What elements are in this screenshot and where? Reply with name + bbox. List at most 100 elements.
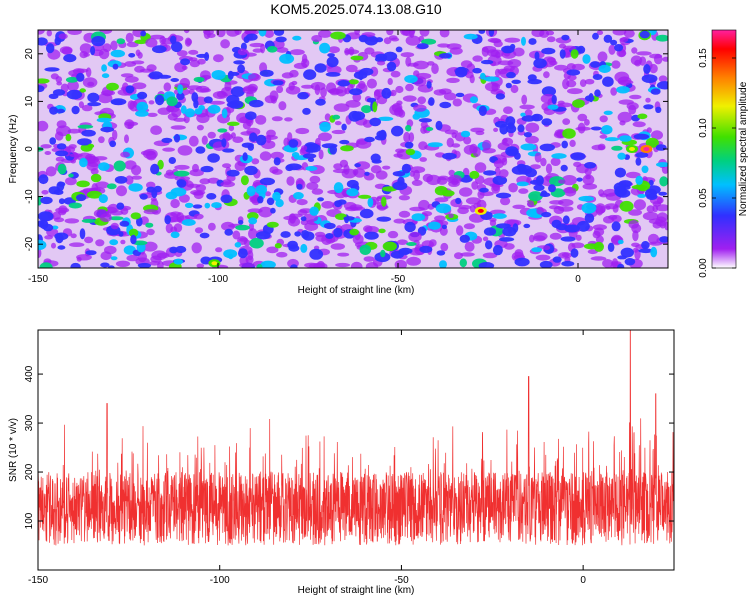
heatmap-blob [228,125,235,132]
heatmap-blob [269,90,279,101]
heatmap-blob [649,53,663,59]
heatmap-blob [118,231,124,237]
heatmap-blob [257,196,264,204]
heatmap-blob [435,120,443,131]
heatmap-blob [377,116,394,122]
heatmap-blob [70,262,81,268]
colorbar-frame [711,29,737,269]
heatmap-blob [439,30,450,38]
heatmap-blob [511,79,521,85]
heatmap-blob [350,261,363,268]
heatmap-blob [162,147,176,152]
y-tick-label: 200 [24,463,35,480]
heatmap-blob [65,133,72,142]
heatmap-blob [150,197,157,202]
heatmap-blob [492,175,508,185]
heatmap-blob [539,30,550,38]
heatmap-blob [449,47,463,55]
heatmap-blob [58,205,68,214]
heatmap-blob [275,199,284,208]
heatmap-blob [497,68,508,75]
heatmap-blob [95,239,105,247]
heatmap-blob [91,36,106,47]
heatmap-blob [51,242,56,249]
heatmap-blob [418,199,430,211]
heatmap-blob [230,86,245,97]
heatmap-blob [57,163,67,175]
heatmap-blob [177,145,193,156]
heatmap-blob [386,30,394,36]
heatmap-blob [546,36,556,43]
heatmap-blob [383,37,392,45]
heatmap-blob [366,97,377,103]
heatmap-blob [637,193,647,198]
heatmap-blob [145,222,154,228]
heatmap-blob [617,111,633,123]
heatmap-blob [222,163,232,169]
heatmap-blob [164,215,171,225]
heatmap-blob [352,93,362,102]
heatmap-blob [326,56,339,68]
heatmap-blob [174,164,190,170]
heatmap-blob [330,31,346,40]
heatmap-blob [309,248,324,260]
y-tick-label: -20 [24,237,35,252]
heatmap-blob [323,222,336,230]
heatmap-blob [233,60,246,65]
heatmap-blob [242,152,248,162]
heatmap-blob [113,160,126,172]
heatmap-blob [441,224,447,230]
heatmap-blob [159,36,166,45]
heatmap-blob [170,226,178,233]
heatmap-blob [387,230,399,239]
heatmap-blob [188,135,199,147]
heatmap-blob [440,242,449,252]
heatmap-blob [58,198,65,205]
heatmap-blob [363,256,375,262]
heatmap-blob [112,63,119,70]
heatmap-blob [128,53,136,58]
heatmap-blob [112,129,118,141]
heatmap-blob [353,71,368,80]
heatmap-blob [509,43,516,50]
heatmap-blob [264,191,271,197]
heatmap-blob [412,113,421,120]
heatmap-blob [626,102,639,110]
heatmap-blob [296,183,303,190]
heatmap-blob [343,164,350,175]
heatmap-blob [54,131,64,141]
heatmap-blob [645,97,651,103]
snr-x-label: Height of straight line (km) [298,585,415,596]
heatmap-blob [301,84,314,89]
heatmap-blob [341,123,347,131]
heatmap-blob [614,44,624,52]
heatmap-blob [248,217,258,225]
heatmap-blob [406,242,417,246]
heatmap-blob [566,69,581,76]
heatmap-blob [128,183,143,192]
heatmap-blob [603,34,613,43]
heatmap-blob [170,187,187,197]
heatmap-blob [472,55,483,62]
heatmap-blob [632,121,646,128]
heatmap-blob [592,74,603,80]
heatmap-blob [291,152,300,158]
heatmap-blob [327,53,335,58]
heatmap-blob [65,76,79,83]
heatmap-blob [77,138,92,146]
heatmap-blob [505,82,512,89]
heatmap-blob [38,174,49,185]
heatmap-blob [444,129,459,135]
heatmap-blob [87,81,95,87]
heatmap-blob [375,170,388,180]
heatmap-blob [478,262,495,268]
heatmap-blob [511,165,528,175]
heatmap-blob [645,137,659,148]
heatmap-blob [376,204,389,210]
heatmap-blob [460,60,473,68]
colorbar: 0.00 0.05 0.10 0.15 Normalized spectral amp… [698,29,749,278]
heatmap-blob [278,101,287,111]
heatmap-blob [256,263,263,268]
heatmap-blob [604,203,619,210]
